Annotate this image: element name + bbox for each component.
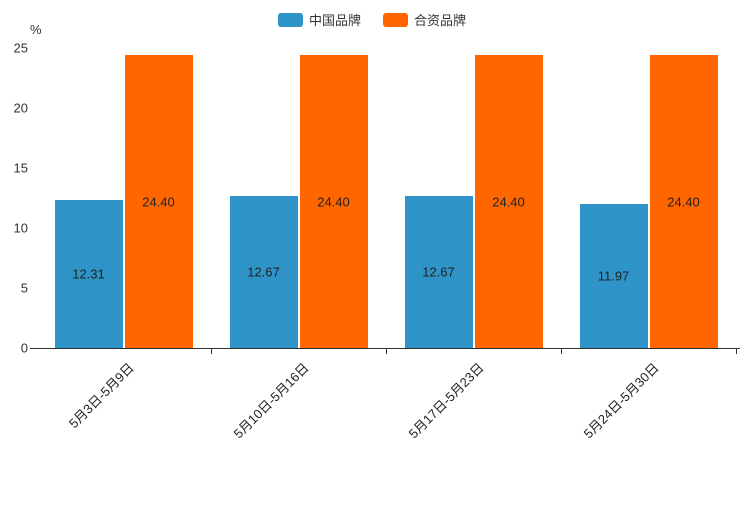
bar-series2-cat0[interactable]: 24.40	[124, 55, 193, 348]
bar-group: 11.97 24.40	[561, 48, 736, 348]
legend-swatch	[383, 12, 408, 27]
x-axis-tick	[736, 349, 737, 354]
bar-group: 12.67 24.40	[211, 48, 386, 348]
x-axis-tick	[386, 349, 387, 354]
x-axis-tick	[211, 349, 212, 354]
bar-value-label: 11.97	[597, 268, 630, 284]
legend-swatch	[277, 12, 303, 27]
x-axis-category-label: 5月3日-5月9日	[65, 360, 137, 432]
bar-group: 12.31 24.40	[36, 48, 211, 348]
bar-series2-cat2[interactable]: 24.40	[474, 55, 543, 348]
bar-series1-cat0[interactable]: 12.31	[54, 200, 123, 348]
legend-item-1[interactable]: 合资品牌	[383, 10, 466, 29]
chart-legend: 中国品牌 合资品牌	[0, 10, 744, 29]
x-axis-category-label: 5月24日-5月30日	[580, 360, 662, 442]
bar-value-label: 24.40	[142, 194, 175, 210]
bar-series2-cat1[interactable]: 24.40	[299, 55, 368, 348]
bar-group: 12.67 24.40	[386, 48, 561, 348]
legend-item-0[interactable]: 中国品牌	[277, 10, 361, 29]
x-axis-category-label: 5月10日-5月16日	[230, 360, 312, 442]
legend-label: 合资品牌	[414, 13, 467, 28]
bar-value-label: 12.31	[72, 266, 105, 282]
bar-series1-cat2[interactable]: 12.67	[404, 195, 473, 348]
x-axis-tick	[561, 349, 562, 354]
bar-value-label: 24.40	[317, 194, 350, 210]
x-axis-category-label: 5月17日-5月23日	[405, 360, 487, 442]
bar-value-label: 24.40	[492, 194, 525, 210]
bar-series2-cat3[interactable]: 24.40	[649, 55, 718, 348]
bar-value-label: 24.40	[667, 194, 700, 210]
x-axis-line	[30, 348, 740, 349]
bar-value-label: 12.67	[247, 264, 280, 280]
legend-label: 中国品牌	[308, 13, 361, 28]
bar-series1-cat1[interactable]: 12.67	[229, 195, 298, 348]
bar-chart: 中国品牌 合资品牌 % 0 5 10 15 20 25 12.31 24.40 5月3日-5月9日…	[0, 10, 744, 442]
bar-value-label: 12.67	[422, 264, 455, 280]
bar-series1-cat3[interactable]: 11.97	[579, 204, 648, 348]
y-axis-unit-label: %	[30, 22, 42, 37]
